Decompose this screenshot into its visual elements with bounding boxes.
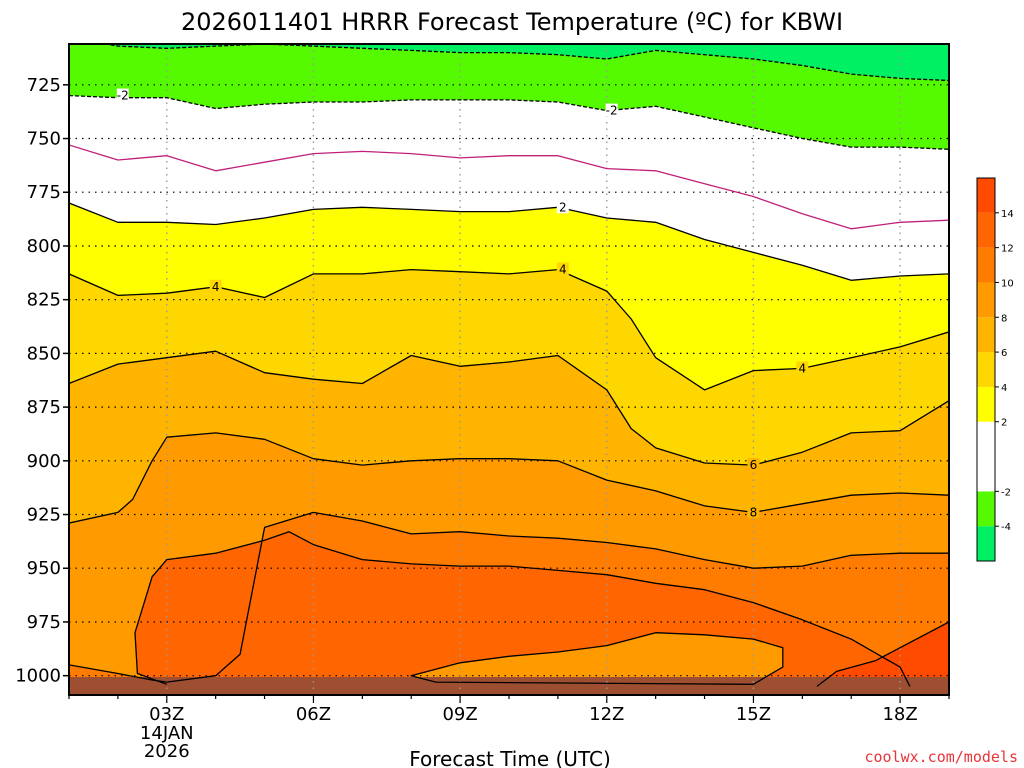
contour-label: 8 [750, 505, 758, 519]
contour-label-bg [116, 88, 129, 102]
isotherm-14 [816, 621, 949, 687]
colorbar-tick-label: -4 [1001, 522, 1011, 533]
y-tick-label: 950 [27, 558, 61, 579]
grid-lines [69, 44, 949, 695]
isotherm-2 [69, 202, 949, 281]
contour-label: -2 [606, 104, 618, 118]
y-tick-label: 900 [27, 451, 61, 472]
contour-label-bg [556, 200, 569, 214]
isotherm-m2 [69, 94, 949, 150]
y-tick-label: 750 [27, 129, 61, 150]
x-axis-label: Forecast Time (UTC) [409, 747, 611, 768]
fill-band-p10-pocket [411, 632, 783, 685]
colorbar-tick-label: -2 [1001, 487, 1011, 498]
isotherm-10-closed [410, 632, 784, 685]
contour-label: 4 [212, 280, 220, 294]
colorbar-swatch [977, 247, 995, 283]
x-tick-label: 18Z [882, 704, 917, 725]
y-axis: 725 750 775 800 825 850 875 900 925 950 975 1000 [15, 75, 69, 687]
isotherm-4 [69, 268, 949, 391]
contour-label: 2 [559, 200, 567, 214]
contour-label-bg [747, 458, 760, 472]
contour-label: 4 [799, 361, 807, 375]
colorbar-tick-label: 10 [1001, 278, 1014, 289]
colorbar-tick-label: 12 [1001, 244, 1014, 255]
x-tick-date-label: 14JAN [140, 723, 194, 744]
contour-label-bg [209, 279, 222, 293]
fill-band-p14-p16 [817, 622, 949, 695]
x-tick-label: 15Z [736, 704, 771, 725]
colorbar-swatch [977, 212, 995, 248]
contour-label-bg [556, 262, 569, 276]
isotherm-lines [69, 44, 949, 687]
y-tick-label: 925 [27, 505, 61, 526]
contour-labels: -2 -2 2 4 4 4 6 8 [116, 88, 809, 519]
isotherm-m4 [102, 44, 949, 82]
colorbar-tick-label: 6 [1001, 348, 1007, 359]
contour-label-bg [796, 361, 809, 375]
colorbar-swatch [977, 491, 995, 527]
x-tick-label: 03Z [149, 704, 184, 725]
colorbar-swatch [977, 526, 995, 561]
x-tick-label: 06Z [296, 704, 331, 725]
colorbar-tick-label: 8 [1001, 313, 1007, 324]
contour-label-bg [747, 505, 760, 519]
contour-label-bg [605, 103, 618, 117]
y-tick-label: 1000 [15, 666, 61, 687]
y-tick-label: 800 [27, 236, 61, 257]
terrain-surface [69, 677, 949, 695]
colorbar-frame [976, 177, 996, 562]
colorbar-swatch [977, 352, 995, 387]
contour-label: 6 [750, 458, 758, 472]
y-tick-label: 725 [27, 75, 61, 96]
colorbar-swatch [977, 317, 995, 353]
x-tick-label: 12Z [589, 704, 624, 725]
terrain-layer [69, 677, 949, 695]
x-tick-label: 09Z [442, 704, 477, 725]
colorbar-legend: -4 -2 2 4 6 8 10 12 14 [976, 177, 1014, 562]
contour-label: 4 [559, 263, 567, 277]
isotherm-10 [69, 511, 949, 683]
isotherm-6 [69, 350, 949, 466]
y-tick-label: 825 [27, 290, 61, 311]
isotherm-0 [69, 144, 949, 230]
credit-text: coolwx.com/models [864, 748, 1018, 766]
contour-label: -2 [117, 89, 129, 103]
colorbar-swatch [977, 178, 995, 213]
chart-title: 2026011401 HRRR Forecast Temperature (ºC… [181, 8, 843, 36]
colorbar-tick-label: 14 [1001, 209, 1014, 220]
y-tick-label: 975 [27, 612, 61, 633]
colorbar-tick-label: 2 [1001, 418, 1007, 429]
isotherm-8 [69, 432, 949, 524]
x-tick-year-label: 2026 [144, 741, 190, 762]
colorbar-swatch [977, 282, 995, 318]
y-tick-label: 850 [27, 343, 61, 364]
y-tick-label: 775 [27, 182, 61, 203]
colorbar-swatch [977, 386, 995, 422]
colorbar-swatch [977, 421, 995, 492]
isotherm-12 [134, 531, 911, 687]
colorbar-tick-label: 4 [1001, 383, 1007, 394]
y-tick-label: 875 [27, 397, 61, 418]
